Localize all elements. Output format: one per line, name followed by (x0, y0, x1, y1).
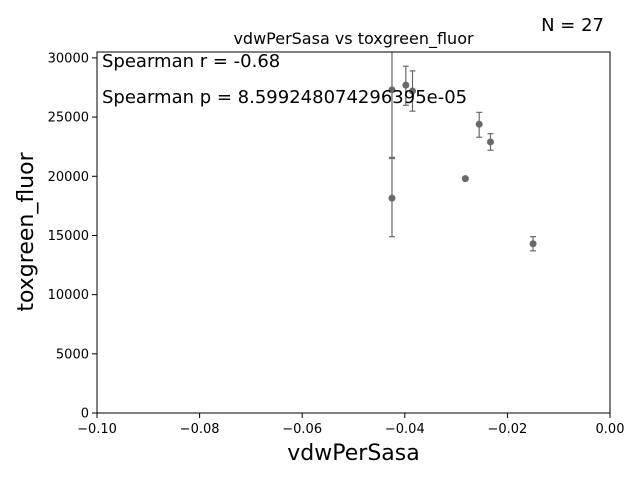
spearman-p-annotation: Spearman p = 8.599248074296395e-05 (102, 87, 467, 108)
data-point (486, 138, 494, 146)
n-label: N = 27 (541, 15, 604, 36)
data-point (461, 175, 469, 183)
y-tick-label: 30000 (48, 51, 89, 66)
data-point (402, 81, 410, 89)
x-tick-label: −0.10 (77, 422, 117, 437)
x-axis-ticks: −0.10 −0.08 −0.06 −0.04 −0.02 0.00 (77, 413, 624, 437)
data-point (408, 87, 416, 95)
data-point (475, 120, 483, 128)
y-axis-label: toxgreen_fluor (14, 151, 39, 311)
x-tick-label: −0.02 (487, 422, 527, 437)
y-tick-label: 10000 (48, 288, 89, 303)
x-axis-label: vdwPerSasa (287, 441, 419, 466)
x-tick-label: −0.08 (180, 422, 220, 437)
data-point (529, 240, 537, 248)
plot-area-frame (96, 51, 611, 414)
x-tick-label: 0.00 (596, 422, 625, 437)
y-tick-label: 15000 (48, 229, 89, 244)
spearman-r-annotation: Spearman r = -0.68 (102, 51, 280, 72)
data-point (388, 86, 396, 94)
data-point (388, 194, 396, 202)
x-tick-label: −0.06 (282, 422, 322, 437)
y-tick-label: 5000 (56, 347, 89, 362)
x-tick-label: −0.04 (385, 422, 425, 437)
y-axis-ticks: 0 5000 10000 15000 20000 25000 30000 (48, 51, 97, 422)
y-tick-label: 25000 (48, 111, 89, 126)
chart-title: vdwPerSasa vs toxgreen_fluor (233, 29, 474, 49)
data-layer (388, 52, 537, 252)
y-tick-label: 20000 (48, 170, 89, 185)
y-tick-label: 0 (81, 407, 89, 422)
